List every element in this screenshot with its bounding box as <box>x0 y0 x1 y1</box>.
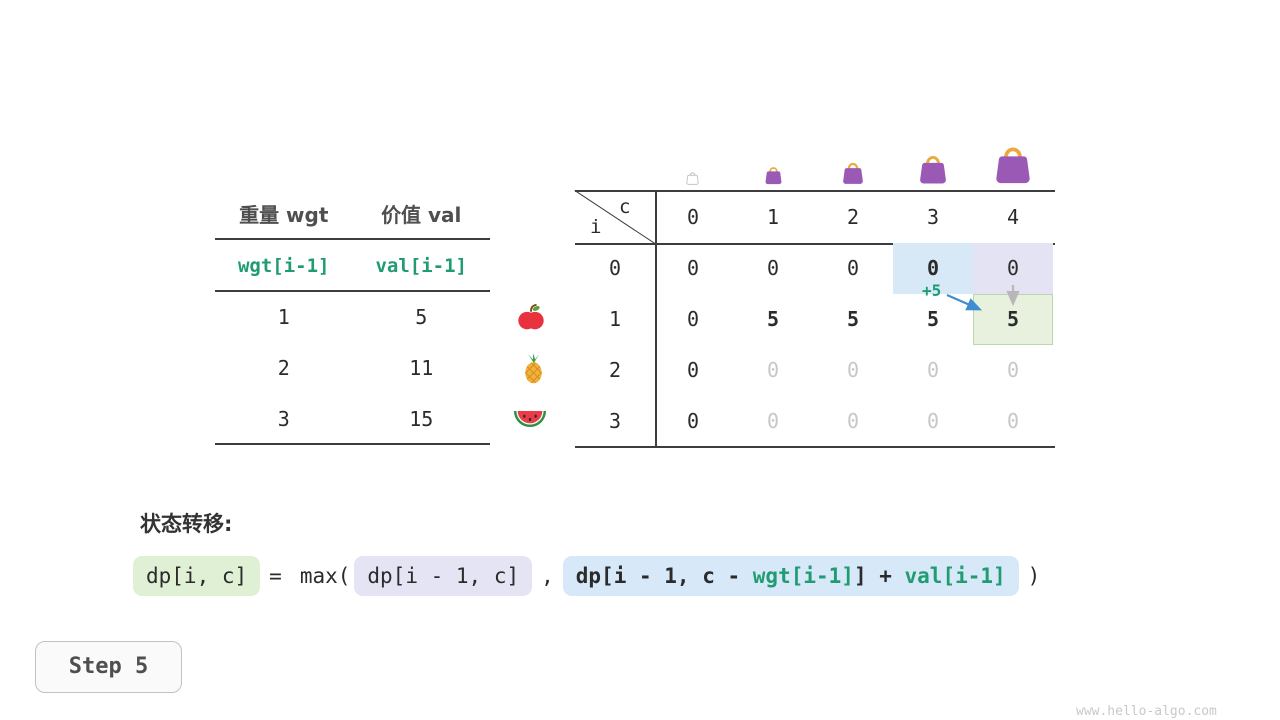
row-header-0: 0 <box>608 256 622 280</box>
items-table: 重量 wgt 价值 val wgt[i-1] val[i-1] 1 5 2 11… <box>215 190 490 445</box>
formula-arg2-part1: dp[i - 1, c - <box>575 564 753 588</box>
formula-arg2-val: val[i-1] <box>904 564 1006 588</box>
item-2-value: 11 <box>409 356 434 380</box>
col-header-1: 1 <box>766 205 780 229</box>
dp-cell-2-0: 0 <box>686 358 700 382</box>
pineapple-icon <box>525 353 542 384</box>
dp-cell-0-3-source: 0 <box>893 243 973 294</box>
plus-five-annotation: +5 <box>922 281 942 300</box>
state-transition-label: 状态转移: <box>140 512 233 536</box>
dp-cell-3-0: 0 <box>686 409 700 433</box>
item-3-weight: 3 <box>277 407 290 431</box>
formula-arg1: dp[i - 1, c] <box>354 556 533 596</box>
col-header-4: 4 <box>1006 205 1020 229</box>
dp-cell-3-1: 0 <box>766 409 780 433</box>
col-header-0: 0 <box>686 205 700 229</box>
items-table-header: 重量 wgt 价值 val <box>215 190 490 240</box>
dp-cell-0-1: 0 <box>766 256 780 280</box>
formula-comma: , <box>541 564 554 588</box>
item-row-1: 1 5 <box>215 292 490 343</box>
table-vertical-line <box>655 190 657 448</box>
dp-cell-0-0: 0 <box>686 256 700 280</box>
dp-cell-1-1: 5 <box>766 307 780 331</box>
add-value-arrow <box>946 293 983 311</box>
corner-col-label: c <box>619 196 631 218</box>
formula-max-open: max( <box>299 564 351 588</box>
item-2-weight: 2 <box>277 356 290 380</box>
table-bottom-line <box>575 446 1055 448</box>
bag-md-icon <box>920 156 946 184</box>
bag-empty-icon <box>686 172 699 185</box>
table-header-line <box>575 243 1055 245</box>
formula-equals: = <box>269 564 282 588</box>
val-formula-label: val[i-1] <box>375 255 467 277</box>
formula-arg2: dp[i - 1, c - wgt[i-1]] + val[i-1] <box>562 556 1019 596</box>
dp-cell-2-3: 0 <box>926 358 940 382</box>
dp-cell-0-4-source: 0 <box>973 243 1053 294</box>
row-header-1: 1 <box>608 307 622 331</box>
item-3-value: 15 <box>409 407 434 431</box>
items-table-formula-row: wgt[i-1] val[i-1] <box>215 240 490 292</box>
item-1-weight: 1 <box>277 305 290 329</box>
row-header-3: 3 <box>608 409 622 433</box>
item-row-3: 3 15 <box>215 394 490 445</box>
transition-arrows <box>946 285 1020 311</box>
formula-arg2-wgt: wgt[i-1] <box>752 564 854 588</box>
bag-xs-icon <box>765 167 782 185</box>
item-1-value: 5 <box>415 305 428 329</box>
formula-arg2-part2: ] + <box>853 564 905 588</box>
dp-cell-1-0: 0 <box>686 307 700 331</box>
bag-sm-icon <box>843 162 863 184</box>
dp-cell-3-4: 0 <box>1006 409 1020 433</box>
col-header-3: 3 <box>926 205 940 229</box>
apple-icon <box>518 304 544 330</box>
formula-close-paren: ) <box>1027 564 1041 588</box>
dp-cell-0-2: 0 <box>846 256 860 280</box>
watermelon-icon <box>513 411 547 428</box>
bag-row <box>575 140 1055 186</box>
dp-table: c i 0 1 2 3 4 0 1 2 3 0 0 0 0 0 0 5 5 5 … <box>574 140 1055 450</box>
corner-diagonal-line <box>574 190 656 245</box>
formula-lhs: dp[i, c] <box>133 556 261 596</box>
row-header-2: 2 <box>608 358 622 382</box>
dp-cell-2-4: 0 <box>1006 358 1020 382</box>
col-header-2: 2 <box>846 205 860 229</box>
dp-cell-3-2: 0 <box>846 409 860 433</box>
weight-column-header: 重量 wgt <box>239 203 329 227</box>
dp-cell-1-2: 5 <box>846 307 860 331</box>
item-row-2: 2 11 <box>215 343 490 394</box>
bag-lg-icon <box>996 147 1030 184</box>
value-column-header: 价值 val <box>381 203 462 227</box>
wgt-formula-label: wgt[i-1] <box>237 255 330 277</box>
table-top-line <box>575 190 1055 192</box>
step-badge: Step 5 <box>35 641 182 693</box>
dp-cell-2-1: 0 <box>766 358 780 382</box>
corner-row-label: i <box>590 216 602 238</box>
dp-cell-2-2: 0 <box>846 358 860 382</box>
dp-cell-3-3: 0 <box>926 409 940 433</box>
dp-cell-1-3: 5 <box>926 307 940 331</box>
state-transition-formula: dp[i, c] = max( dp[i - 1, c] , dp[i - 1,… <box>133 556 1049 596</box>
watermark: www.hello-algo.com <box>1076 704 1217 719</box>
